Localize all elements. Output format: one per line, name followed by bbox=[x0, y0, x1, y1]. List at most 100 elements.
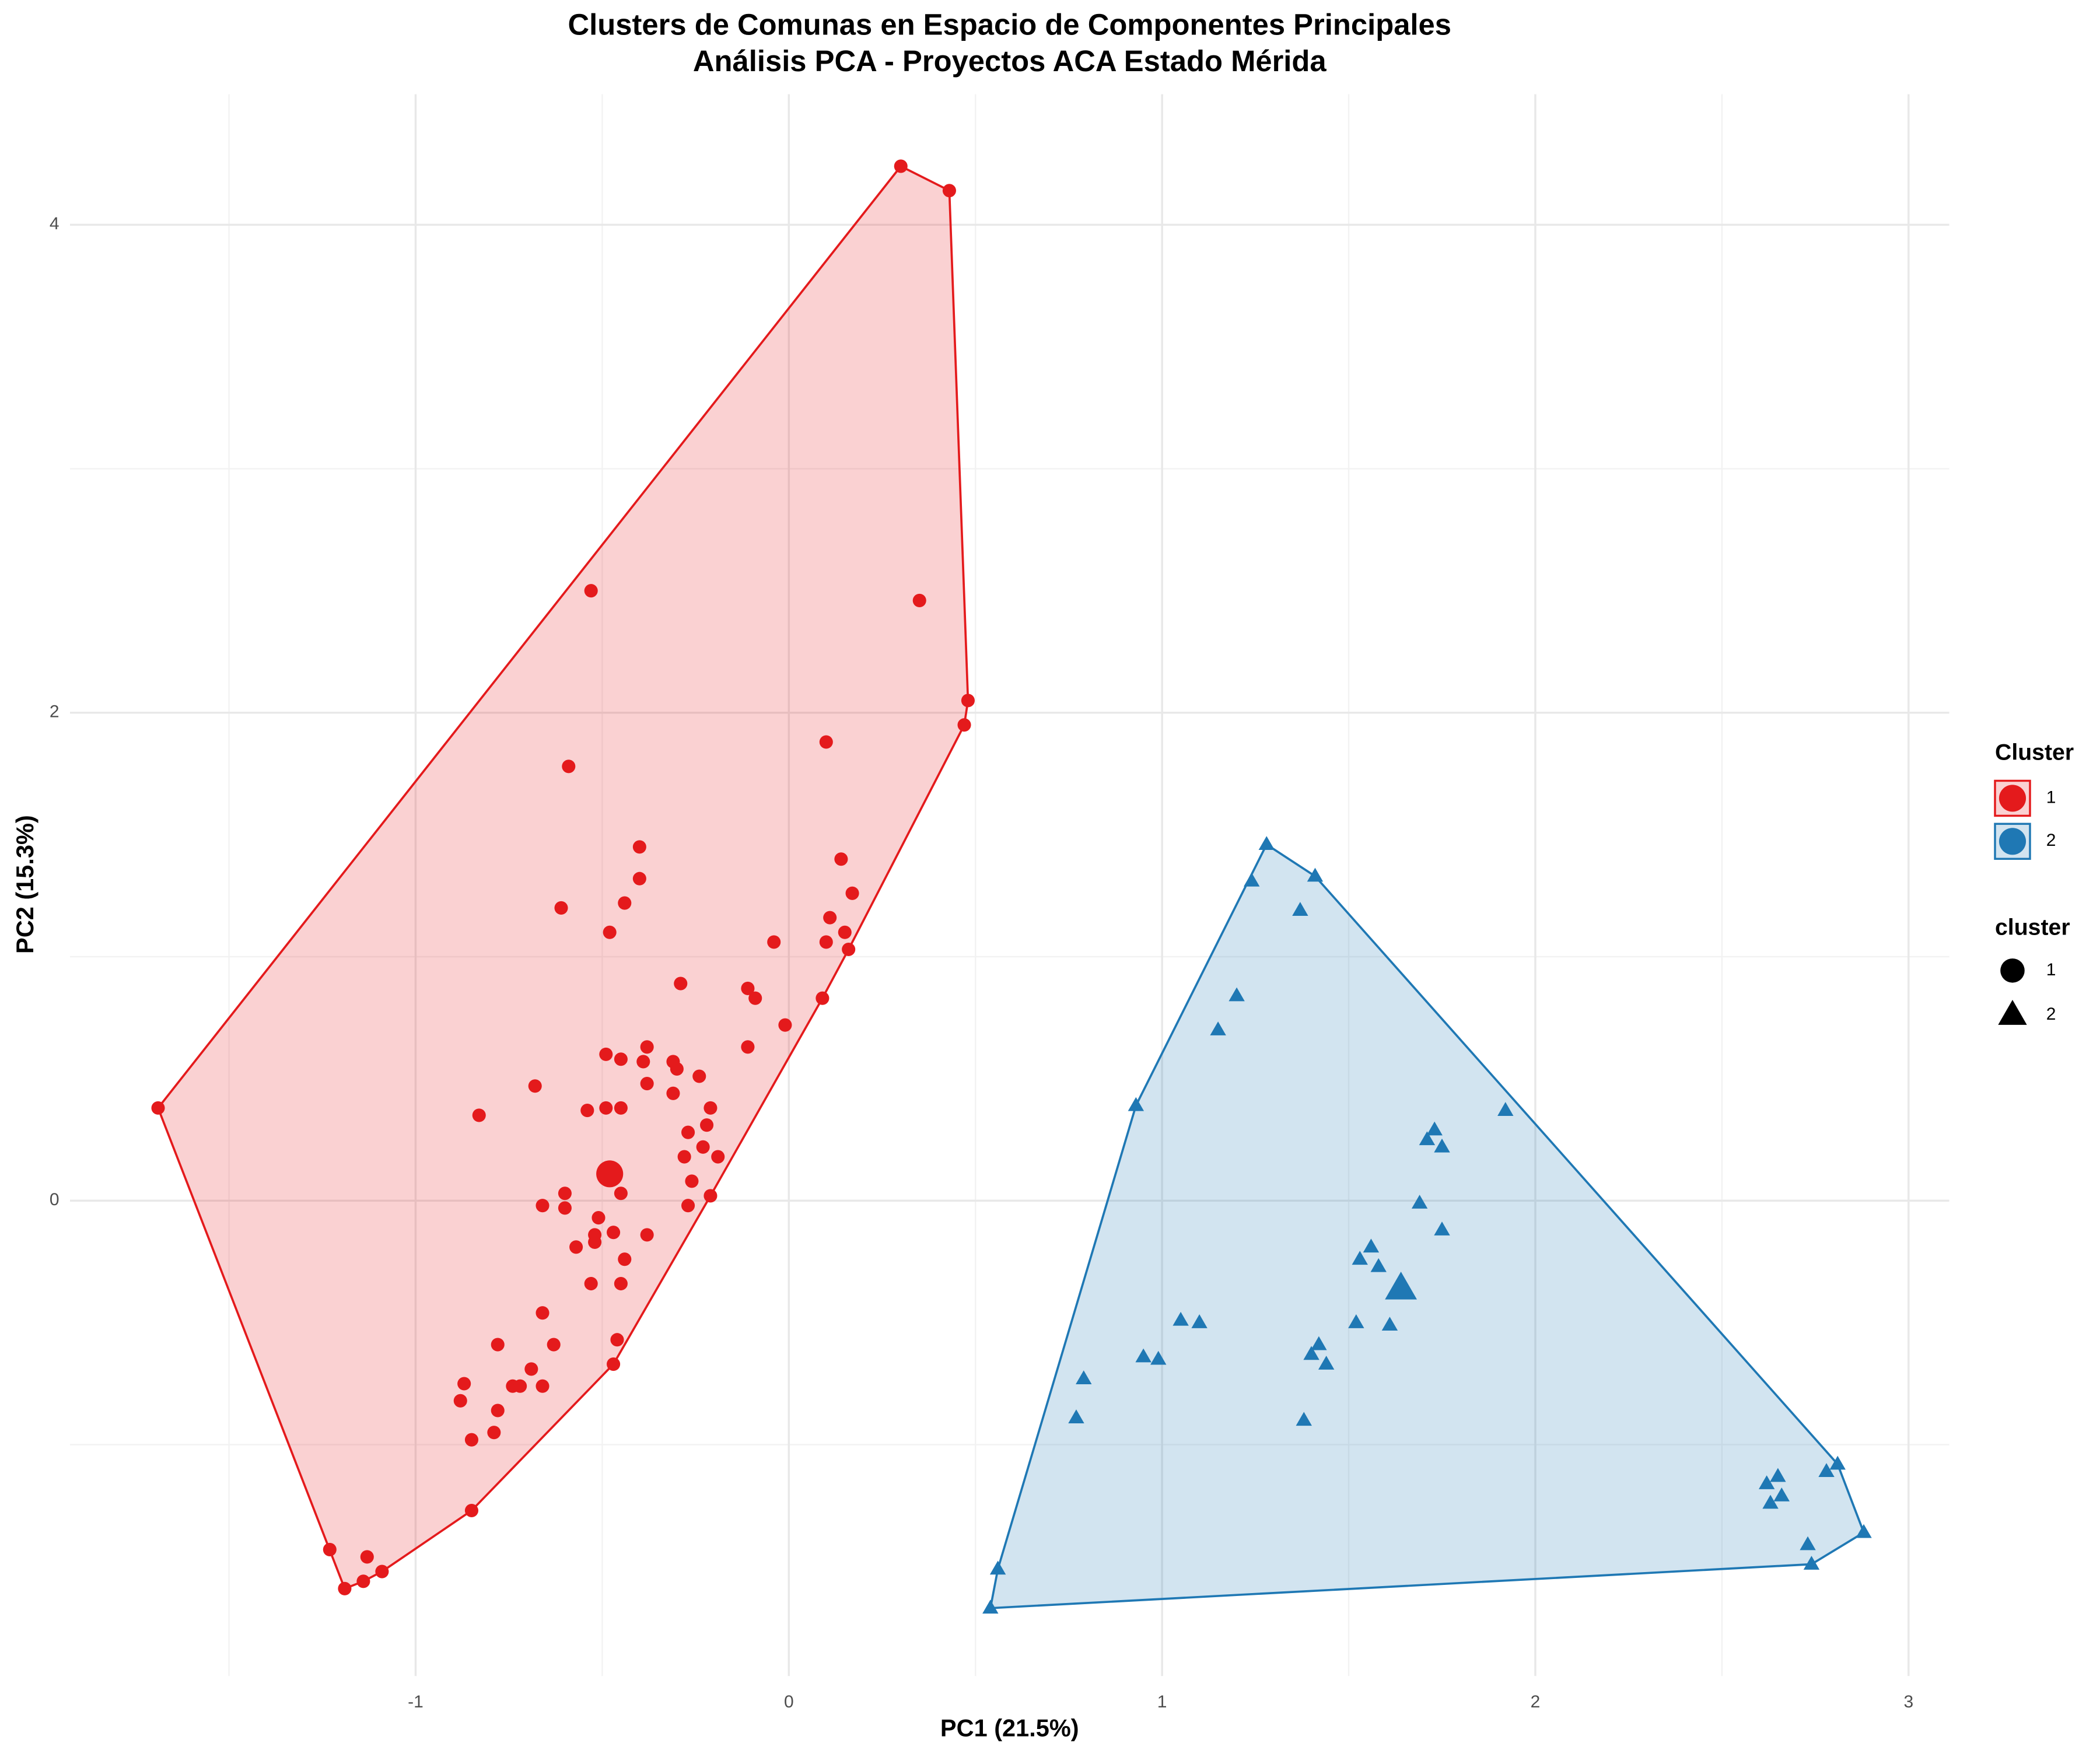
chart-title: Clusters de Comunas en Espacio de Compon… bbox=[568, 8, 1451, 41]
point bbox=[536, 1379, 550, 1393]
point bbox=[491, 1338, 505, 1352]
legend-title: cluster bbox=[1995, 915, 2070, 940]
point bbox=[1818, 1463, 1835, 1477]
point bbox=[670, 1062, 684, 1076]
point bbox=[989, 1560, 1006, 1575]
x-tick-label: 3 bbox=[1903, 1692, 1913, 1712]
point bbox=[834, 852, 848, 866]
point bbox=[1426, 1121, 1443, 1136]
chart-subtitle: Análisis PCA - Proyectos ACA Estado Méri… bbox=[693, 44, 1327, 78]
point bbox=[356, 1574, 370, 1588]
point bbox=[1307, 867, 1324, 882]
point bbox=[700, 1118, 714, 1132]
point bbox=[1856, 1524, 1872, 1538]
centroid bbox=[1385, 1272, 1418, 1300]
point bbox=[580, 1104, 594, 1118]
point bbox=[614, 1101, 628, 1115]
point bbox=[584, 584, 598, 598]
point bbox=[1370, 1258, 1387, 1272]
point bbox=[838, 925, 852, 939]
point bbox=[819, 935, 833, 949]
point bbox=[666, 1086, 680, 1100]
legend-symbol bbox=[1999, 785, 2027, 812]
point bbox=[1311, 1336, 1327, 1350]
point bbox=[1068, 1409, 1084, 1423]
point bbox=[1258, 836, 1275, 850]
point bbox=[338, 1581, 352, 1595]
point bbox=[1758, 1475, 1775, 1489]
legend-label: 1 bbox=[2046, 960, 2056, 979]
point bbox=[942, 184, 956, 198]
point bbox=[823, 911, 837, 925]
point bbox=[513, 1379, 527, 1393]
point bbox=[554, 901, 568, 915]
point bbox=[741, 1040, 755, 1054]
point bbox=[607, 1226, 621, 1240]
point bbox=[1191, 1314, 1208, 1328]
legend: Cluster 1 2 cluster 1 2 bbox=[1994, 740, 2074, 1025]
point bbox=[603, 925, 617, 939]
point bbox=[375, 1564, 389, 1578]
point bbox=[618, 1252, 632, 1266]
x-tick-label: 0 bbox=[784, 1692, 794, 1712]
point bbox=[685, 1174, 699, 1188]
point bbox=[599, 1101, 613, 1115]
legend-symbol bbox=[1998, 1000, 2027, 1025]
point bbox=[816, 991, 830, 1005]
legend-label: 1 bbox=[2046, 788, 2056, 807]
point bbox=[558, 1186, 572, 1200]
point bbox=[636, 1055, 650, 1069]
point bbox=[487, 1426, 501, 1440]
legend-title: Cluster bbox=[1995, 740, 2074, 765]
point bbox=[1363, 1238, 1380, 1253]
point bbox=[1381, 1317, 1398, 1331]
point bbox=[640, 1077, 654, 1091]
point bbox=[1318, 1356, 1335, 1370]
point bbox=[1172, 1311, 1189, 1326]
cluster-hull bbox=[156, 164, 970, 1590]
point bbox=[748, 991, 762, 1005]
point bbox=[1434, 1138, 1450, 1153]
point bbox=[453, 1394, 467, 1408]
point bbox=[464, 1503, 478, 1518]
point bbox=[674, 977, 688, 991]
point bbox=[151, 1101, 165, 1115]
point bbox=[1296, 1412, 1312, 1426]
point bbox=[562, 760, 576, 774]
point bbox=[464, 1433, 478, 1447]
point bbox=[982, 1600, 999, 1614]
point bbox=[1497, 1102, 1514, 1116]
point bbox=[632, 872, 646, 886]
point bbox=[677, 1150, 691, 1164]
point bbox=[1210, 1021, 1226, 1035]
point bbox=[1150, 1350, 1167, 1365]
x-tick-label: 1 bbox=[1157, 1692, 1167, 1712]
point bbox=[1770, 1468, 1786, 1482]
point bbox=[1128, 1097, 1144, 1111]
point bbox=[584, 1276, 598, 1291]
point bbox=[547, 1338, 561, 1352]
point bbox=[1762, 1494, 1779, 1509]
y-tick-label: 2 bbox=[50, 702, 60, 722]
point bbox=[592, 1211, 606, 1225]
legend-label: 2 bbox=[2046, 1005, 2056, 1024]
point bbox=[681, 1199, 695, 1213]
point bbox=[524, 1362, 538, 1376]
point bbox=[778, 1018, 792, 1032]
point bbox=[961, 694, 975, 708]
point bbox=[528, 1079, 542, 1093]
point bbox=[1292, 902, 1308, 916]
centroid bbox=[596, 1160, 624, 1188]
point bbox=[1135, 1348, 1152, 1363]
y-axis-title: PC2 (15.3%) bbox=[11, 815, 38, 954]
point bbox=[894, 159, 908, 173]
x-tick-label: -1 bbox=[408, 1692, 424, 1712]
point bbox=[711, 1150, 725, 1164]
legend-label: 2 bbox=[2046, 831, 2056, 850]
point bbox=[1303, 1346, 1320, 1360]
point bbox=[1348, 1314, 1364, 1328]
point bbox=[360, 1550, 374, 1564]
point bbox=[607, 1357, 621, 1371]
point bbox=[614, 1186, 628, 1200]
x-axis-title: PC1 (21.5%) bbox=[940, 1714, 1079, 1741]
